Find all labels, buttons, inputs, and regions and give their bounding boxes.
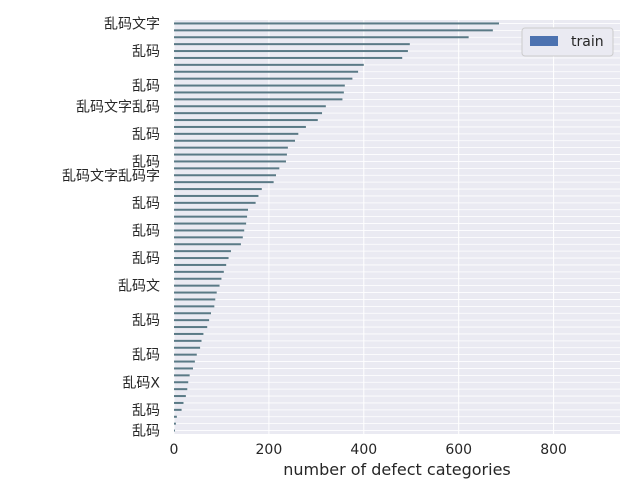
bar <box>174 63 364 66</box>
y-tick-label: 乱码 <box>132 127 160 143</box>
y-tick-label: 乱码 <box>132 79 160 95</box>
y-tick-label: 乱码文 <box>118 279 160 295</box>
y-tick-label: 乱码文字 <box>104 16 160 32</box>
y-tick-label: 乱码文字乱码字 <box>62 168 160 184</box>
bar <box>174 319 210 322</box>
bar <box>174 43 410 46</box>
bar <box>174 408 182 411</box>
y-tick-label: 乱码 <box>132 313 160 329</box>
y-tick-label: 乱码X <box>122 375 160 391</box>
bar <box>174 339 202 342</box>
bar <box>174 367 193 370</box>
y-tick-label: 乱码 <box>132 154 160 170</box>
y-tick-label: 乱码 <box>132 403 160 419</box>
bar <box>174 160 286 163</box>
legend: train <box>521 27 614 57</box>
bar <box>174 298 216 301</box>
y-tick-label: 乱码文字乱码 <box>76 99 160 115</box>
bar <box>174 263 227 266</box>
bar <box>174 312 212 315</box>
bar <box>174 346 201 349</box>
bar <box>174 270 224 273</box>
bar <box>174 415 177 418</box>
y-tick-labels: 乱码文字乱码乱码乱码文字乱码乱码乱码乱码文字乱码字乱码乱码乱码乱码文乱码乱码乱码… <box>62 16 160 439</box>
bar <box>174 139 295 142</box>
bar <box>174 326 208 329</box>
bar <box>174 146 288 149</box>
bar <box>174 119 318 122</box>
y-tick-label: 乱码 <box>132 424 160 440</box>
bar <box>174 167 280 170</box>
bar <box>174 112 323 115</box>
bar <box>174 374 190 377</box>
bar <box>174 36 469 39</box>
bar <box>174 70 359 73</box>
x-tick-label: 200 <box>256 442 283 458</box>
bar <box>174 395 186 398</box>
legend-box <box>521 27 614 57</box>
bar <box>174 132 299 135</box>
bar <box>174 181 274 184</box>
bar <box>174 332 204 335</box>
bar <box>174 153 287 156</box>
bar <box>174 243 241 246</box>
bar <box>174 201 256 204</box>
x-tick-labels: 0 200 400 600 800 <box>170 442 567 458</box>
y-tick-label: 乱码 <box>132 196 160 212</box>
x-tick-label: 600 <box>445 442 472 458</box>
x-tick-label: 0 <box>170 442 179 458</box>
bar <box>174 84 345 87</box>
bar <box>174 305 215 308</box>
bar <box>174 174 277 177</box>
plot-background <box>174 20 620 434</box>
bar <box>174 236 243 239</box>
bar <box>174 381 189 384</box>
bar <box>174 125 306 128</box>
y-tick-label: 乱码 <box>132 251 160 267</box>
bar <box>174 50 408 53</box>
bar <box>174 422 176 425</box>
bar <box>174 22 500 25</box>
bar <box>174 277 222 280</box>
bar <box>174 250 231 253</box>
bar <box>174 215 248 218</box>
bar <box>174 56 403 59</box>
x-axis-label: number of defect categories <box>283 460 511 479</box>
legend-patch-train <box>530 36 558 46</box>
y-tick-label: 乱码 <box>132 44 160 60</box>
bar <box>174 98 343 101</box>
y-tick-label: 乱码 <box>132 348 160 364</box>
bar <box>174 222 247 225</box>
x-tick-label: 800 <box>540 442 567 458</box>
bar <box>174 401 184 404</box>
bars <box>174 22 500 432</box>
bar <box>174 284 220 287</box>
bar <box>174 353 197 356</box>
bar <box>174 194 259 197</box>
bar <box>174 188 262 191</box>
bar <box>174 229 245 232</box>
legend-entry-train: train <box>571 34 604 50</box>
bar <box>174 29 493 32</box>
bar <box>174 91 344 94</box>
y-tick-label: 乱码 <box>132 223 160 239</box>
bar <box>174 291 217 294</box>
x-tick-label: 400 <box>350 442 377 458</box>
bar <box>174 388 188 391</box>
bar <box>174 429 175 432</box>
bar <box>174 208 249 211</box>
bar <box>174 360 195 363</box>
bar <box>174 257 229 260</box>
bar <box>174 105 326 108</box>
bar <box>174 77 353 80</box>
